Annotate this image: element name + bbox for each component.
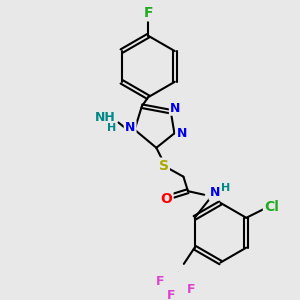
Text: F: F <box>187 283 195 296</box>
Text: N: N <box>170 101 181 115</box>
Text: N: N <box>176 127 187 140</box>
Text: S: S <box>159 159 169 173</box>
Text: H: H <box>221 182 230 193</box>
Text: N: N <box>125 122 135 134</box>
Text: F: F <box>167 289 176 300</box>
Text: Cl: Cl <box>264 200 279 214</box>
Text: NH: NH <box>95 111 116 124</box>
Text: N: N <box>210 187 220 200</box>
Text: O: O <box>160 192 172 206</box>
Text: H: H <box>106 123 116 133</box>
Text: F: F <box>156 275 165 289</box>
Text: F: F <box>143 6 153 20</box>
